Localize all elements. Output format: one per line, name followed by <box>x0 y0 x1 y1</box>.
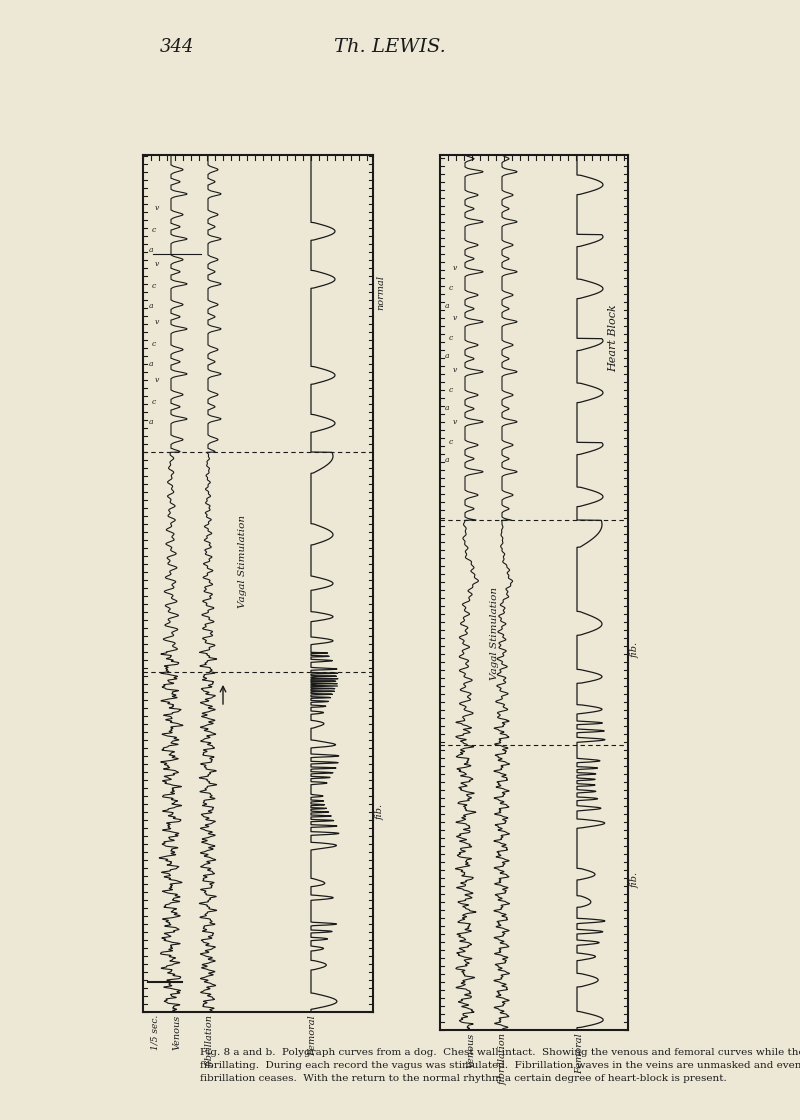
Text: c: c <box>449 386 454 394</box>
Text: a: a <box>445 302 450 310</box>
Text: a: a <box>149 246 154 254</box>
Text: fib.: fib. <box>376 804 385 820</box>
Text: v: v <box>453 314 458 323</box>
Text: v: v <box>155 204 159 212</box>
Text: normal: normal <box>376 274 385 309</box>
Text: c: c <box>152 226 156 234</box>
Text: v: v <box>453 366 458 374</box>
Text: fibrillation: fibrillation <box>499 1033 508 1085</box>
Text: Vagal Stimulation: Vagal Stimulation <box>238 515 247 608</box>
Text: Heart Block: Heart Block <box>608 305 618 372</box>
Text: 1/5 sec.: 1/5 sec. <box>151 1015 160 1051</box>
Text: fib.: fib. <box>631 872 640 888</box>
Text: c: c <box>449 284 454 292</box>
Text: Venous: Venous <box>173 1015 182 1051</box>
Text: Th. LEWIS.: Th. LEWIS. <box>334 38 446 56</box>
Text: a: a <box>149 418 154 426</box>
Text: v: v <box>155 260 159 268</box>
Text: Femoral: Femoral <box>575 1033 584 1074</box>
Text: a: a <box>445 404 450 412</box>
Text: fibrillation: fibrillation <box>206 1015 215 1067</box>
Text: c: c <box>152 282 156 290</box>
Text: Fig. 8 a and b.  Polygraph curves from a dog.  Chest wall intact.  Showing the v: Fig. 8 a and b. Polygraph curves from a … <box>200 1048 800 1057</box>
Text: fib.: fib. <box>631 642 640 659</box>
Text: c: c <box>152 340 156 348</box>
Text: c: c <box>152 398 156 407</box>
Text: a: a <box>445 352 450 360</box>
Text: v: v <box>155 376 159 384</box>
Text: fibrillation ceases.  With the return to the normal rhythm a certain degree of h: fibrillation ceases. With the return to … <box>200 1074 726 1083</box>
Text: a: a <box>445 456 450 464</box>
Text: v: v <box>155 318 159 326</box>
Text: v: v <box>453 264 458 272</box>
Text: v: v <box>453 418 458 426</box>
Text: fibrillating.  During each record the vagus was stimulated.  Fibrillation waves : fibrillating. During each record the vag… <box>200 1061 800 1070</box>
Text: Femoral: Femoral <box>308 1015 317 1056</box>
Text: c: c <box>449 438 454 446</box>
Text: a: a <box>149 302 154 310</box>
Text: 344: 344 <box>160 38 194 56</box>
Text: Vagal Stimulation: Vagal Stimulation <box>490 587 499 680</box>
Text: Venous: Venous <box>467 1033 476 1068</box>
Text: a: a <box>149 360 154 368</box>
Text: c: c <box>449 334 454 342</box>
